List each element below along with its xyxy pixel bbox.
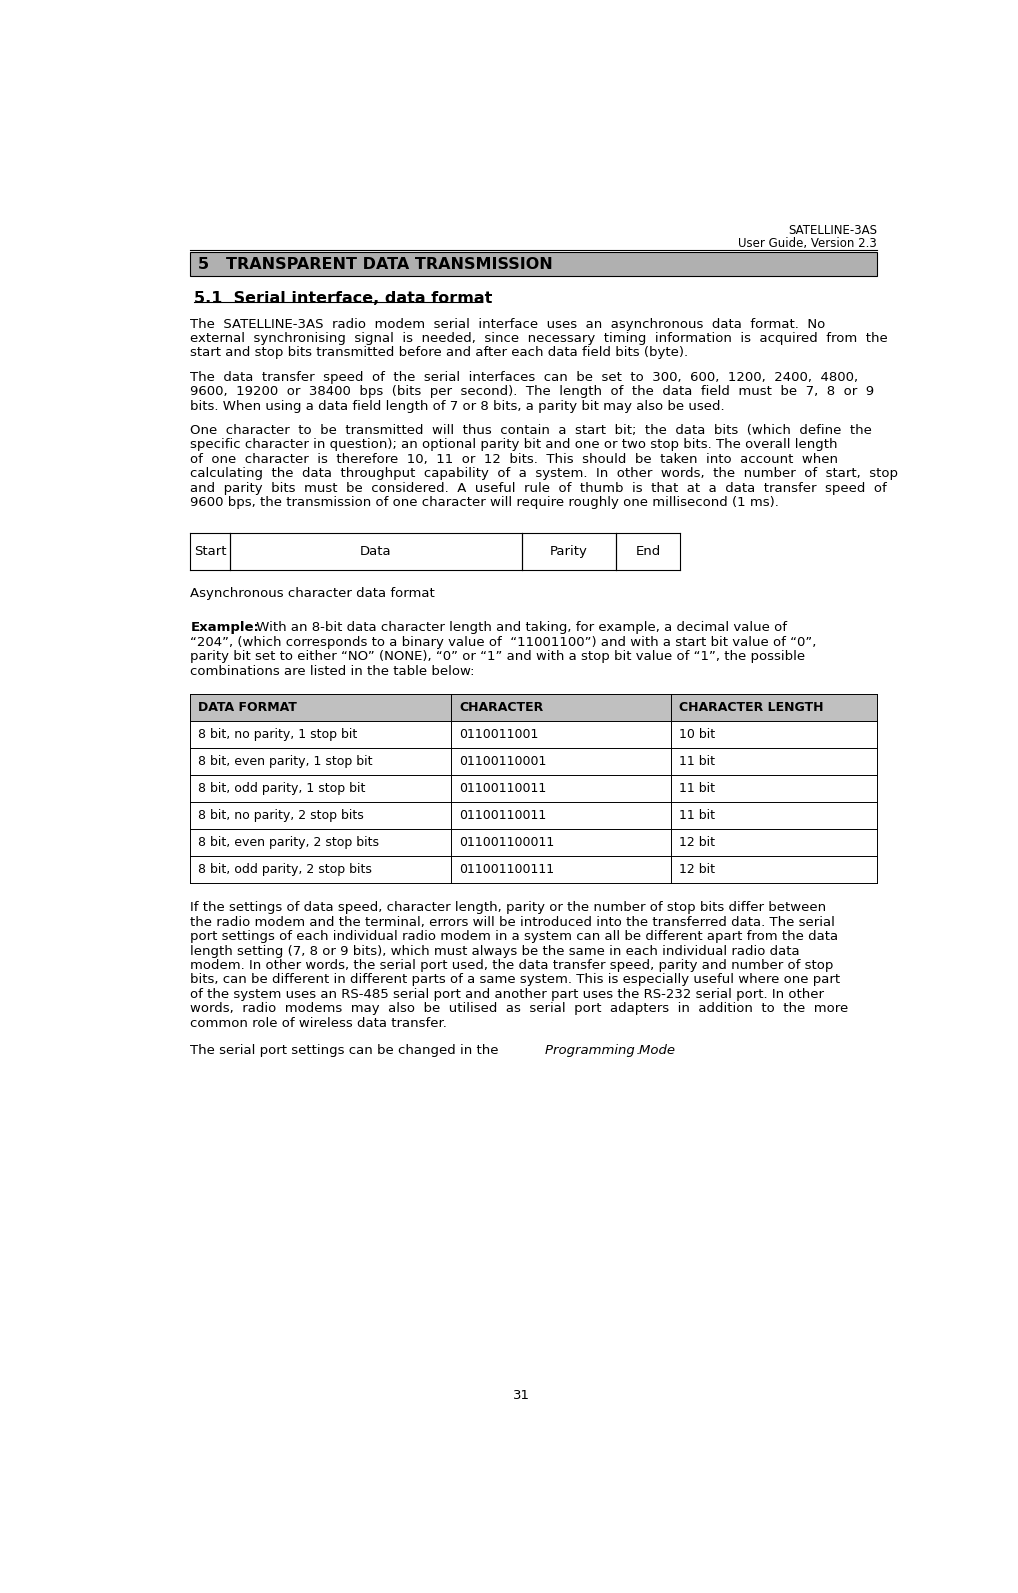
Text: 12 bit: 12 bit <box>679 836 715 849</box>
Text: User Guide, Version 2.3: User Guide, Version 2.3 <box>738 236 876 250</box>
Text: bits, can be different in different parts of a same system. This is especially u: bits, can be different in different part… <box>190 973 841 986</box>
Text: of  one  character  is  therefore  10,  11  or  12  bits.  This  should  be  tak: of one character is therefore 10, 11 or … <box>190 452 839 465</box>
Text: words,  radio  modems  may  also  be  utilised  as  serial  port  adapters  in  : words, radio modems may also be utilised… <box>190 1002 849 1015</box>
Text: 10 bit: 10 bit <box>679 728 715 741</box>
Text: 11 bit: 11 bit <box>679 782 715 795</box>
Text: 8 bit, no parity, 2 stop bits: 8 bit, no parity, 2 stop bits <box>199 809 364 822</box>
FancyBboxPatch shape <box>190 252 876 276</box>
Text: Example:: Example: <box>190 621 260 634</box>
Text: 5.1  Serial interface, data format: 5.1 Serial interface, data format <box>194 290 493 306</box>
Text: CHARACTER LENGTH: CHARACTER LENGTH <box>679 701 824 714</box>
Text: 01100110001: 01100110001 <box>459 755 547 768</box>
Text: of the system uses an RS-485 serial port and another part uses the RS-232 serial: of the system uses an RS-485 serial port… <box>190 988 825 1000</box>
Text: 8 bit, odd parity, 1 stop bit: 8 bit, odd parity, 1 stop bit <box>199 782 365 795</box>
Text: 11 bit: 11 bit <box>679 755 715 768</box>
Text: the radio modem and the terminal, errors will be introduced into the transferred: the radio modem and the terminal, errors… <box>190 916 835 929</box>
Text: SATELLINE-3AS: SATELLINE-3AS <box>788 225 876 237</box>
Text: bits. When using a data field length of 7 or 8 bits, a parity bit may also be us: bits. When using a data field length of … <box>190 400 725 413</box>
Text: CHARACTER: CHARACTER <box>459 701 544 714</box>
Text: 8 bit, odd parity, 2 stop bits: 8 bit, odd parity, 2 stop bits <box>199 863 373 876</box>
Text: 011001100011: 011001100011 <box>459 836 555 849</box>
Text: 9600,  19200  or  38400  bps  (bits  per  second).  The  length  of  the  data  : 9600, 19200 or 38400 bps (bits per secon… <box>190 386 874 398</box>
Text: external  synchronising  signal  is  needed,  since  necessary  timing  informat: external synchronising signal is needed,… <box>190 331 888 346</box>
Text: length setting (7, 8 or 9 bits), which must always be the same in each individua: length setting (7, 8 or 9 bits), which m… <box>190 945 800 957</box>
Text: and  parity  bits  must  be  considered.  A  useful  rule  of  thumb  is  that  : and parity bits must be considered. A us… <box>190 481 887 495</box>
Text: start and stop bits transmitted before and after each data field bits (byte).: start and stop bits transmitted before a… <box>190 346 688 360</box>
Text: 5   TRANSPARENT DATA TRANSMISSION: 5 TRANSPARENT DATA TRANSMISSION <box>199 256 553 272</box>
Text: Data: Data <box>360 545 392 558</box>
Text: 011001100111: 011001100111 <box>459 863 554 876</box>
Text: “204”, (which corresponds to a binary value of  “11001100”) and with a start bit: “204”, (which corresponds to a binary va… <box>190 636 816 648</box>
Text: 01100110011: 01100110011 <box>459 782 547 795</box>
Text: 8 bit, no parity, 1 stop bit: 8 bit, no parity, 1 stop bit <box>199 728 357 741</box>
Text: Programming Mode: Programming Mode <box>546 1043 675 1056</box>
Text: Asynchronous character data format: Asynchronous character data format <box>190 586 435 601</box>
Text: 8 bit, even parity, 1 stop bit: 8 bit, even parity, 1 stop bit <box>199 755 373 768</box>
Text: DATA FORMAT: DATA FORMAT <box>199 701 297 714</box>
Text: The serial port settings can be changed in the: The serial port settings can be changed … <box>190 1043 503 1056</box>
Text: common role of wireless data transfer.: common role of wireless data transfer. <box>190 1016 447 1031</box>
Text: 9600 bps, the transmission of one character will require roughly one millisecond: 9600 bps, the transmission of one charac… <box>190 497 779 510</box>
Text: End: End <box>635 545 661 558</box>
Text: .: . <box>636 1043 640 1056</box>
Text: Start: Start <box>193 545 226 558</box>
Text: Parity: Parity <box>550 545 588 558</box>
Text: With an 8-bit data character length and taking, for example, a decimal value of: With an 8-bit data character length and … <box>251 621 787 634</box>
Text: If the settings of data speed, character length, parity or the number of stop bi: If the settings of data speed, character… <box>190 902 827 914</box>
Text: 8 bit, even parity, 2 stop bits: 8 bit, even parity, 2 stop bits <box>199 836 380 849</box>
Text: 0110011001: 0110011001 <box>459 728 539 741</box>
Text: calculating  the  data  throughput  capability  of  a  system.  In  other  words: calculating the data throughput capabili… <box>190 467 898 481</box>
Text: specific character in question); an optional parity bit and one or two stop bits: specific character in question); an opti… <box>190 438 838 451</box>
FancyBboxPatch shape <box>190 695 876 720</box>
Text: One  character  to  be  transmitted  will  thus  contain  a  start  bit;  the  d: One character to be transmitted will thu… <box>190 424 872 436</box>
Text: The  data  transfer  speed  of  the  serial  interfaces  can  be  set  to  300, : The data transfer speed of the serial in… <box>190 371 858 384</box>
Text: port settings of each individual radio modem in a system can all be different ap: port settings of each individual radio m… <box>190 930 839 943</box>
Text: 11 bit: 11 bit <box>679 809 715 822</box>
Text: 01100110011: 01100110011 <box>459 809 547 822</box>
Text: The  SATELLINE-3AS  radio  modem  serial  interface  uses  an  asynchronous  dat: The SATELLINE-3AS radio modem serial int… <box>190 317 826 330</box>
Text: 12 bit: 12 bit <box>679 863 715 876</box>
Text: 31: 31 <box>513 1389 530 1402</box>
Text: combinations are listed in the table below:: combinations are listed in the table bel… <box>190 664 474 677</box>
Text: parity bit set to either “NO” (NONE), “0” or “1” and with a stop bit value of “1: parity bit set to either “NO” (NONE), “0… <box>190 650 805 663</box>
Text: modem. In other words, the serial port used, the data transfer speed, parity and: modem. In other words, the serial port u… <box>190 959 834 972</box>
